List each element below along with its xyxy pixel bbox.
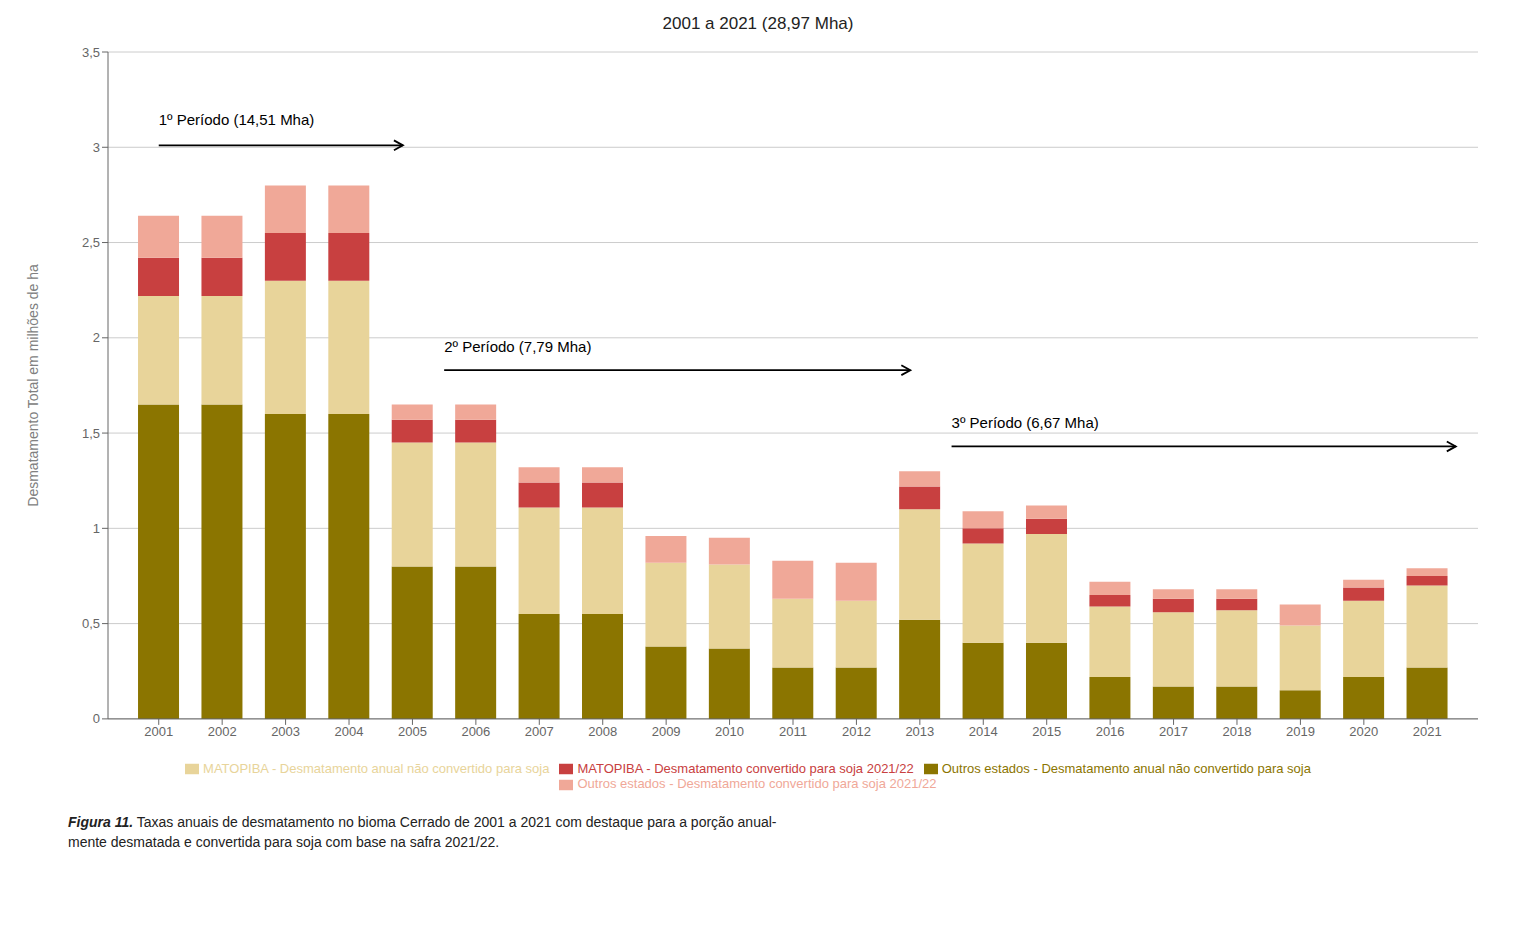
svg-text:1º Período (14,51 Mha): 1º Período (14,51 Mha) <box>159 111 315 128</box>
html-text:MATOPIBA - Desmatamento conver: MATOPIBA - Desmatamento convertido para … <box>577 760 914 776</box>
svg-text:3º Período (6,67 Mha): 3º Período (6,67 Mha) <box>952 414 1099 431</box>
svg-text:2017: 2017 <box>1159 724 1188 739</box>
svg-text:3,5: 3,5 <box>82 45 100 60</box>
svg-text:2014: 2014 <box>969 724 998 739</box>
svg-text:2015: 2015 <box>1032 724 1061 739</box>
svg-text:2002: 2002 <box>208 724 237 739</box>
html-text:Outros estados - Desmatamento: Outros estados - Desmatamento convertido… <box>577 776 937 792</box>
html-text:2001 a 2021 (28,97 Mha): 2001 a 2021 (28,97 Mha) <box>662 14 854 33</box>
svg-text:2012: 2012 <box>842 724 871 739</box>
svg-text:2021: 2021 <box>1413 724 1442 739</box>
svg-text:2016: 2016 <box>1096 724 1125 739</box>
svg-text:0: 0 <box>93 711 100 726</box>
svg-text:2020: 2020 <box>1349 724 1378 739</box>
svg-text:2019: 2019 <box>1286 724 1315 739</box>
svg-text:2007: 2007 <box>525 724 554 739</box>
svg-text:2º Período (7,79 Mha): 2º Período (7,79 Mha) <box>444 338 591 355</box>
svg-text:2: 2 <box>93 330 100 345</box>
svg-text:2018: 2018 <box>1223 724 1252 739</box>
svg-text:2001: 2001 <box>144 724 173 739</box>
html-text:Outros estados - Desmatamento: Outros estados - Desmatamento anual não … <box>941 760 1311 776</box>
svg-text:Desmatamento Total em milhões: Desmatamento Total em milhões de ha <box>25 264 41 507</box>
svg-text:2003: 2003 <box>271 724 300 739</box>
svg-text:2009: 2009 <box>652 724 681 739</box>
svg-text:2,5: 2,5 <box>82 235 100 250</box>
svg-text:2013: 2013 <box>905 724 934 739</box>
svg-text:1: 1 <box>93 521 100 536</box>
svg-text:2008: 2008 <box>588 724 617 739</box>
svg-text:2004: 2004 <box>335 724 364 739</box>
svg-text:2006: 2006 <box>461 724 490 739</box>
html-text:Figura 11. Taxas anuais de des: Figura 11. Taxas anuais de desmatamento … <box>68 814 777 850</box>
svg-text:2010: 2010 <box>715 724 744 739</box>
svg-text:2011: 2011 <box>779 724 807 739</box>
html-text:MATOPIBA - Desmatamento anual: MATOPIBA - Desmatamento anual não conver… <box>203 760 550 776</box>
svg-text:0,5: 0,5 <box>82 616 100 631</box>
svg-text:2005: 2005 <box>398 724 427 739</box>
svg-text:3: 3 <box>93 140 100 155</box>
svg-text:1,5: 1,5 <box>82 426 100 441</box>
